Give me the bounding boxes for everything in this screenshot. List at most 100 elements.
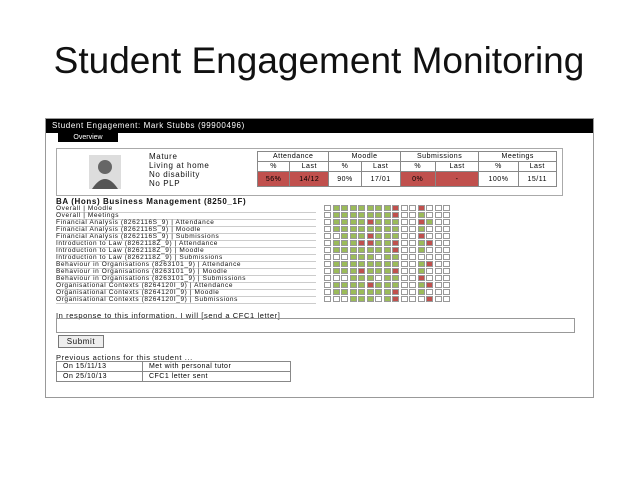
status-cell (434, 226, 442, 232)
status-cell (349, 247, 357, 253)
row-label: Overall | Meetings (56, 212, 316, 220)
status-cell (341, 233, 348, 239)
row-label: Organisational Contexts (8264120I_9) | A… (56, 282, 316, 290)
status-cell (409, 254, 416, 260)
status-cell (443, 247, 450, 253)
metric-value: 17/01 (360, 171, 401, 187)
status-cell (366, 275, 374, 281)
status-cell (443, 275, 450, 281)
status-cell (392, 268, 399, 274)
attribute: No PLP (149, 179, 181, 188)
status-cell (434, 240, 442, 246)
status-cell (358, 289, 365, 295)
status-cell (426, 268, 433, 274)
status-cell (400, 212, 408, 218)
status-cell (366, 268, 374, 274)
metric-subheader: Last (517, 161, 557, 172)
status-cell (383, 254, 391, 260)
status-cell (324, 240, 331, 246)
status-cell (434, 254, 442, 260)
submit-button[interactable]: Submit (58, 335, 104, 348)
status-cell (349, 268, 357, 274)
status-cell (434, 275, 442, 281)
status-cell (417, 205, 425, 211)
attribute: No disability (149, 170, 200, 179)
status-cell (409, 212, 416, 218)
status-cell (332, 261, 340, 267)
status-cell (383, 226, 391, 232)
status-cell (341, 247, 348, 253)
status-cell (434, 261, 442, 267)
status-cell (434, 233, 442, 239)
metric-subheader: % (399, 161, 436, 172)
status-cell (400, 261, 408, 267)
status-cell (349, 212, 357, 218)
status-cell (400, 289, 408, 295)
status-cell (375, 289, 382, 295)
status-cell (375, 226, 382, 232)
status-cell (341, 296, 348, 302)
status-cell (409, 261, 416, 267)
status-cell (426, 240, 433, 246)
status-cell (341, 226, 348, 232)
status-cell (358, 282, 365, 288)
status-cell (375, 205, 382, 211)
status-cell (375, 268, 382, 274)
row-label: Financial Analysis (8262116S_9) | Moodle (56, 226, 316, 234)
status-cell (375, 219, 382, 225)
status-cell (324, 275, 331, 281)
status-cell (400, 205, 408, 211)
metric-subheader: % (328, 161, 362, 172)
status-cell (349, 240, 357, 246)
status-cell (383, 282, 391, 288)
status-cell (443, 205, 450, 211)
status-cell (341, 212, 348, 218)
status-cell (426, 261, 433, 267)
status-cell (434, 268, 442, 274)
status-cell (409, 289, 416, 295)
previous-row: On 15/11/13 Met with personal tutor (56, 361, 292, 372)
status-cell (392, 261, 399, 267)
status-cell (332, 296, 340, 302)
panel-header: Student Engagement: Mark Stubbs (9990049… (46, 119, 593, 133)
metric-group: Moodle (328, 151, 401, 162)
status-cell (400, 282, 408, 288)
status-cell (426, 219, 433, 225)
status-cell (434, 296, 442, 302)
status-cell (400, 275, 408, 281)
status-cell (443, 289, 450, 295)
previous-cell: On 15/11/13 (56, 361, 143, 372)
status-cell (324, 226, 331, 232)
status-cell (417, 289, 425, 295)
status-cell (392, 219, 399, 225)
status-cell (324, 254, 331, 260)
status-cell (358, 205, 365, 211)
status-cell (443, 226, 450, 232)
status-cell (324, 268, 331, 274)
status-cell (417, 212, 425, 218)
row-label: Behaviour in Organisations (8263101_9) |… (56, 275, 316, 283)
status-cell (341, 268, 348, 274)
status-cell (332, 268, 340, 274)
status-cell (426, 289, 433, 295)
row-label: Introduction to Law (8262118Z_9) | Submi… (56, 254, 316, 262)
status-cell (392, 226, 399, 232)
status-cell (332, 254, 340, 260)
status-cell (341, 289, 348, 295)
attribute: Mature (149, 152, 178, 161)
status-cell (383, 296, 391, 302)
status-cell (409, 275, 416, 281)
status-cell (358, 233, 365, 239)
status-cell (324, 212, 331, 218)
status-cell (409, 268, 416, 274)
status-cell (443, 282, 450, 288)
tab[interactable]: Overview (58, 133, 118, 142)
status-cell (332, 233, 340, 239)
status-cell (409, 247, 416, 253)
status-cell (383, 212, 391, 218)
row-label: Overall | Moodle (56, 205, 316, 213)
status-cell (409, 226, 416, 232)
response-input[interactable] (56, 318, 575, 333)
status-cell (409, 296, 416, 302)
status-cell (443, 212, 450, 218)
